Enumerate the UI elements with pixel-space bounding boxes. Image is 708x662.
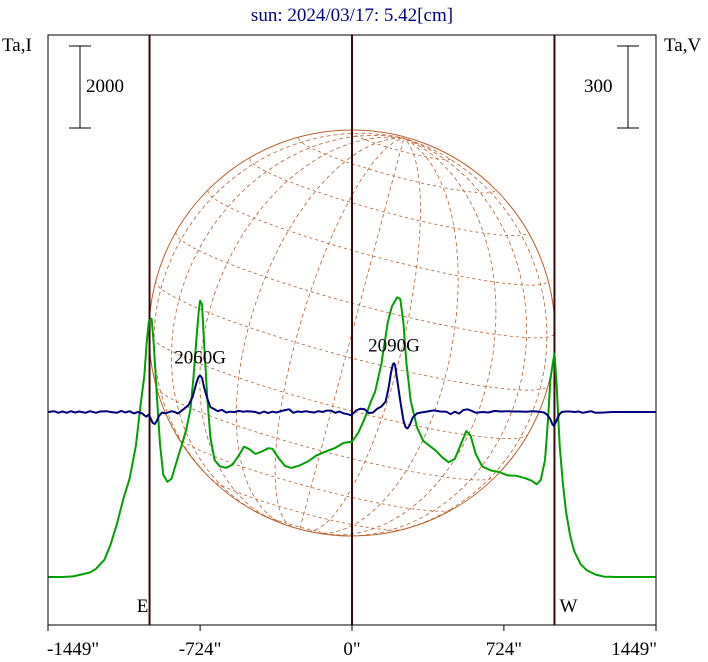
right-axis-label: Ta,V bbox=[664, 35, 701, 56]
chart-title: sun: 2024/03/17: 5.42[cm] bbox=[251, 5, 453, 26]
left-scale-bar-label: 2000 bbox=[86, 76, 124, 97]
grid-line bbox=[345, 137, 528, 537]
grid-line bbox=[207, 190, 549, 286]
plot-curves bbox=[47, 296, 656, 578]
grid-line bbox=[199, 136, 404, 520]
right-scale-bar: 300 bbox=[584, 45, 639, 129]
peak-annotation: 2060G bbox=[174, 348, 226, 369]
grid-line bbox=[235, 137, 404, 525]
series-V-line bbox=[47, 362, 656, 430]
grid-line bbox=[329, 137, 497, 536]
grid-line bbox=[148, 334, 528, 440]
x-tick-label: 724" bbox=[486, 639, 522, 660]
left-scale-bar: 2000 bbox=[69, 45, 124, 129]
limb-label: E bbox=[137, 596, 149, 617]
series-I-line bbox=[48, 296, 656, 578]
grid-line bbox=[175, 232, 556, 339]
x-axis-ticks: -1449" -724" 0" 724" 1449" bbox=[47, 625, 657, 660]
x-tick-label: -1449" bbox=[47, 639, 99, 660]
grid-line bbox=[156, 387, 495, 481]
x-tick-label: 1449" bbox=[611, 639, 657, 660]
grid-line bbox=[249, 158, 528, 237]
grid-line bbox=[391, 137, 548, 533]
grid-line bbox=[211, 479, 402, 531]
grid-line bbox=[170, 134, 404, 513]
x-tick-label: 0" bbox=[343, 639, 360, 660]
grid-line bbox=[153, 132, 404, 487]
grid-line bbox=[298, 138, 496, 194]
grid-line bbox=[274, 137, 404, 528]
grid-line bbox=[299, 138, 405, 530]
right-scale-bar-label: 300 bbox=[584, 76, 613, 97]
grid-line bbox=[315, 137, 459, 534]
grid-line bbox=[155, 280, 549, 391]
grid-line bbox=[307, 137, 421, 532]
grid-line bbox=[177, 436, 452, 512]
x-tick-label: -724" bbox=[179, 639, 222, 660]
annotations: 2060G 2090G bbox=[174, 335, 420, 368]
grid-line bbox=[350, 131, 454, 161]
peak-annotation: 2090G bbox=[368, 335, 420, 356]
solar-disk-grid bbox=[148, 129, 556, 537]
left-axis-label: Ta,I bbox=[2, 35, 32, 56]
limb-label: W bbox=[559, 596, 577, 617]
